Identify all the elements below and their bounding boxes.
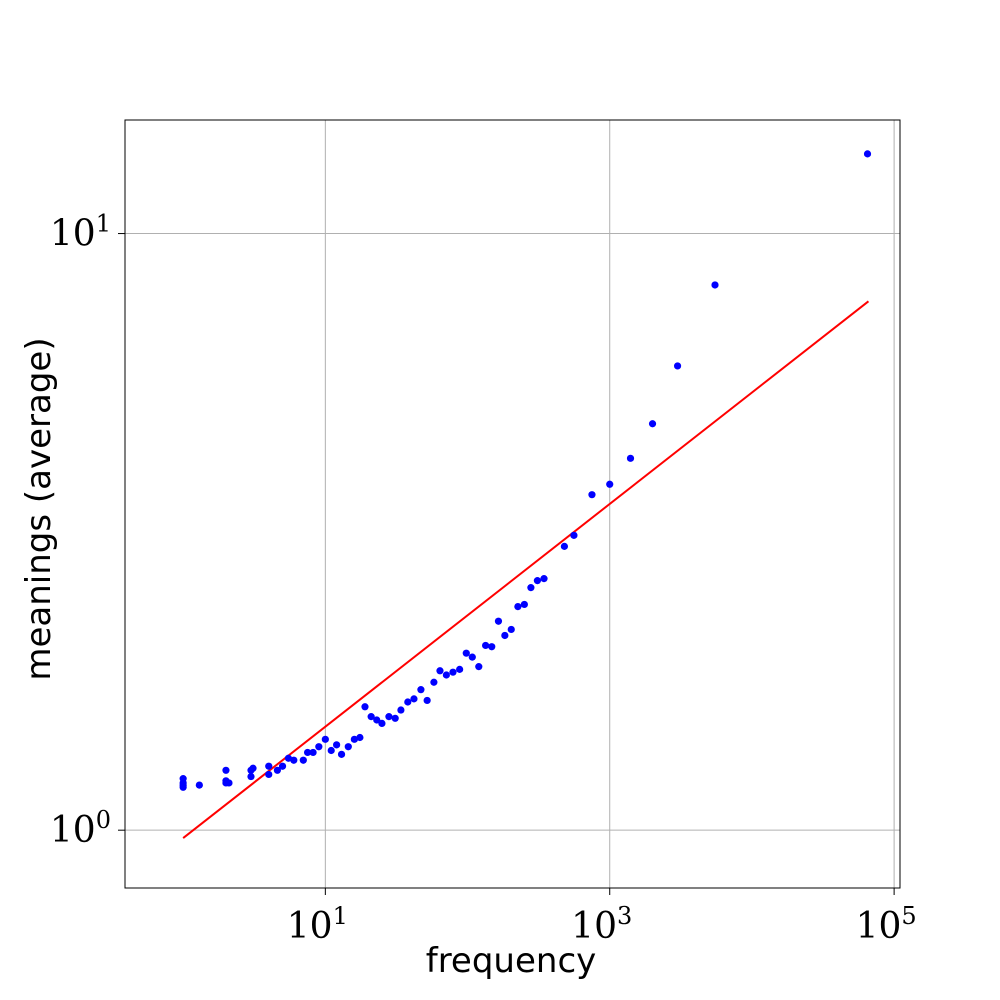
y-axis-label: meanings (average): [19, 337, 59, 680]
data-point: [327, 746, 335, 755]
x-tick-label: 103: [571, 902, 632, 947]
ticks-layer: 101 103 105 100 101: [50, 210, 917, 947]
data-point: [863, 150, 872, 158]
data-point: [501, 631, 509, 640]
data-point: [225, 779, 233, 787]
data-point: [391, 714, 399, 722]
data-point: [540, 575, 548, 583]
data-point: [417, 686, 425, 694]
points-layer: [179, 150, 872, 791]
data-point: [588, 491, 596, 499]
data-point: [367, 713, 375, 721]
fit-line: [182, 300, 870, 839]
data-point: [570, 531, 578, 539]
y-tick-label: 100: [50, 806, 111, 851]
data-point: [514, 602, 522, 611]
data-point: [222, 766, 230, 774]
fit-layer: [182, 300, 870, 839]
data-point: [265, 770, 273, 779]
x-axis-label: frequency: [426, 941, 597, 981]
data-point: [265, 762, 273, 770]
grid-layer: [125, 120, 900, 888]
data-point: [507, 625, 515, 634]
data-point: [436, 667, 444, 675]
data-point: [290, 756, 298, 764]
data-point: [711, 281, 719, 289]
data-point: [195, 781, 203, 789]
data-point: [475, 663, 483, 671]
data-point: [385, 713, 393, 721]
data-point: [533, 577, 542, 585]
data-point: [247, 772, 255, 781]
data-point: [423, 696, 431, 705]
data-point: [249, 764, 257, 772]
data-point: [527, 584, 535, 592]
data-point: [321, 735, 329, 743]
data-point: [309, 748, 317, 757]
data-point: [273, 766, 281, 774]
data-point: [430, 678, 438, 686]
data-point: [278, 762, 287, 770]
data-point: [673, 362, 682, 370]
data-point: [560, 542, 569, 550]
data-point: [494, 617, 503, 625]
data-point: [468, 653, 476, 661]
data-point: [333, 741, 341, 749]
data-point: [404, 698, 412, 706]
data-point: [179, 783, 187, 791]
plot-frame: [124, 119, 901, 889]
data-point: [337, 750, 346, 758]
data-point: [378, 719, 386, 727]
data-point: [315, 743, 323, 751]
x-tick-label: 101: [287, 902, 348, 947]
data-point: [442, 671, 450, 679]
data-point: [410, 695, 418, 703]
data-point: [449, 668, 457, 676]
data-point: [303, 748, 312, 757]
data-point: [520, 600, 528, 609]
data-point: [344, 743, 352, 751]
data-point: [397, 706, 405, 714]
data-point: [456, 665, 464, 673]
data-point: [606, 480, 614, 488]
data-point: [488, 643, 496, 651]
data-point: [648, 420, 657, 428]
data-point: [373, 716, 381, 724]
data-point: [350, 735, 358, 743]
y-tick-label: 101: [50, 210, 111, 255]
data-point: [482, 641, 490, 650]
x-tick-label: 105: [856, 902, 917, 947]
data-point: [356, 733, 364, 742]
data-point: [299, 756, 307, 764]
data-point: [626, 454, 635, 462]
data-point: [462, 649, 470, 657]
data-point: [361, 703, 369, 711]
